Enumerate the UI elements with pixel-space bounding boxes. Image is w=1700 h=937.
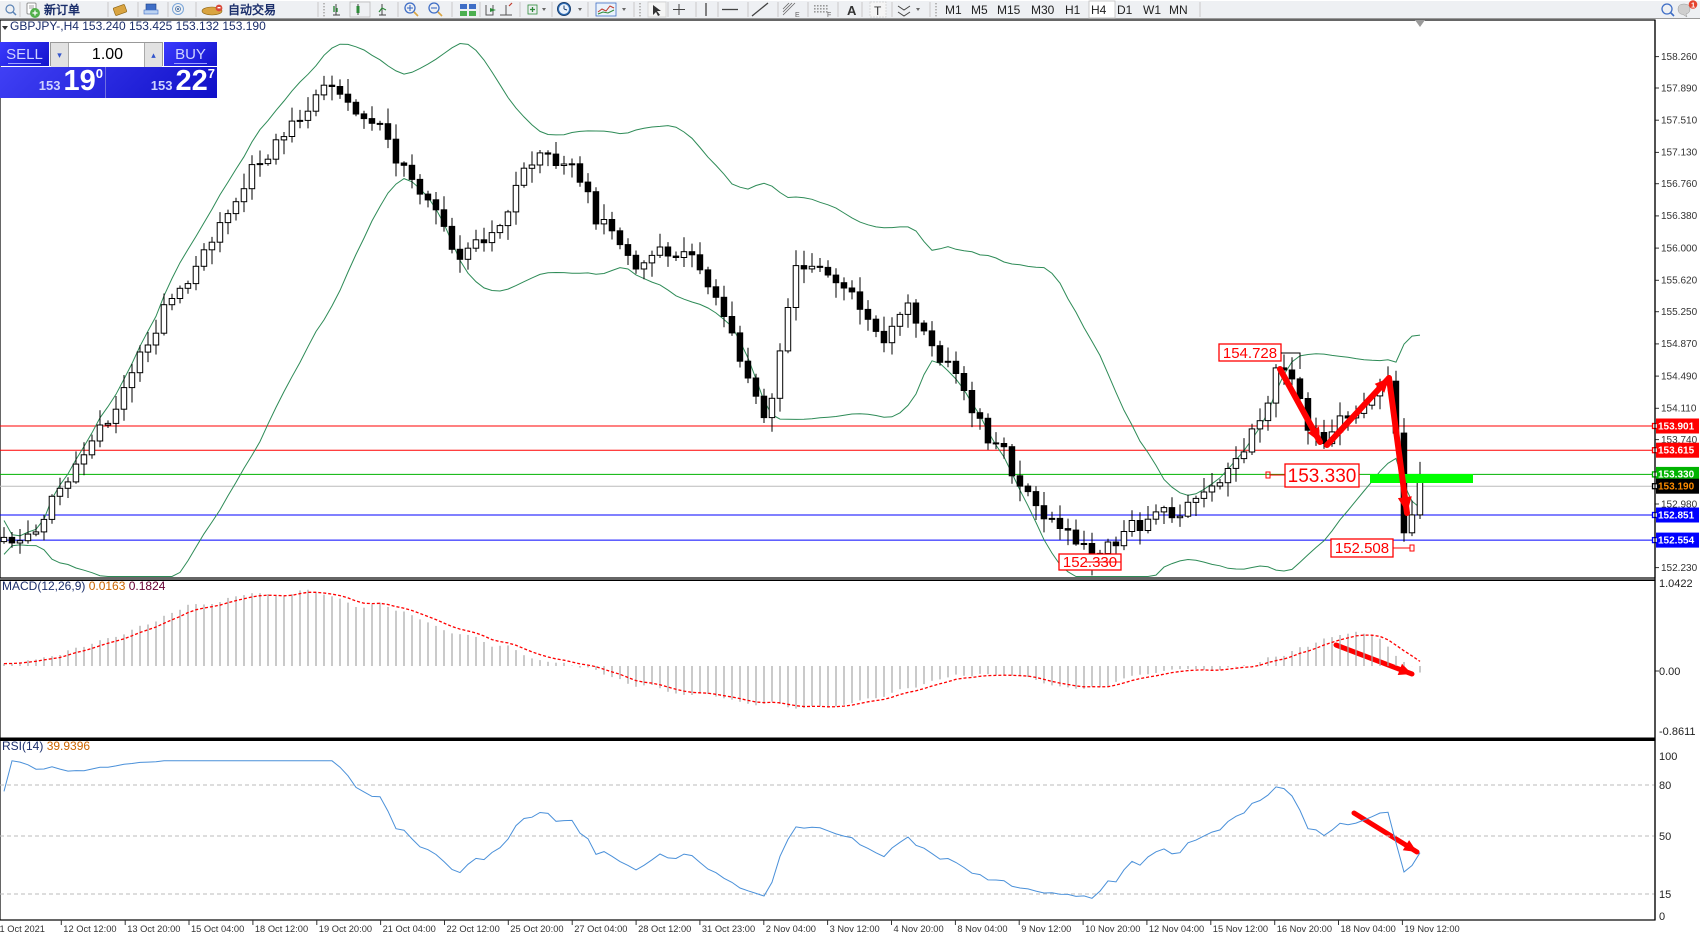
svg-text:27 Oct 04:00: 27 Oct 04:00 bbox=[574, 924, 627, 934]
svg-text:MACD(12,26,9) 0.0163 0.1824: MACD(12,26,9) 0.0163 0.1824 bbox=[2, 579, 166, 593]
svg-text:158.260: 158.260 bbox=[1661, 52, 1698, 63]
svg-text:154.728: 154.728 bbox=[1223, 345, 1277, 362]
svg-text:152.554: 152.554 bbox=[1658, 535, 1695, 546]
svg-text:154.490: 154.490 bbox=[1661, 371, 1698, 382]
svg-text:18 Nov 04:00: 18 Nov 04:00 bbox=[1341, 924, 1396, 934]
svg-text:152.851: 152.851 bbox=[1658, 510, 1695, 521]
svg-text:152.230: 152.230 bbox=[1661, 563, 1698, 574]
svg-text:2 Nov 04:00: 2 Nov 04:00 bbox=[766, 924, 816, 934]
svg-text:13 Oct 20:00: 13 Oct 20:00 bbox=[127, 924, 180, 934]
svg-text:8 Nov 04:00: 8 Nov 04:00 bbox=[957, 924, 1007, 934]
svg-text:25 Oct 20:00: 25 Oct 20:00 bbox=[510, 924, 563, 934]
svg-text:155.620: 155.620 bbox=[1661, 276, 1698, 287]
svg-text:-0.8611: -0.8611 bbox=[1659, 726, 1696, 738]
svg-text:22 Oct 12:00: 22 Oct 12:00 bbox=[447, 924, 500, 934]
svg-text:156.380: 156.380 bbox=[1661, 211, 1698, 222]
svg-text:21 Oct 04:00: 21 Oct 04:00 bbox=[383, 924, 436, 934]
svg-text:15 Nov 12:00: 15 Nov 12:00 bbox=[1213, 924, 1268, 934]
svg-text:31 Oct 23:00: 31 Oct 23:00 bbox=[702, 924, 755, 934]
svg-text:1.0422: 1.0422 bbox=[1659, 578, 1693, 590]
svg-text:157.130: 157.130 bbox=[1661, 148, 1698, 159]
svg-text:9 Nov 12:00: 9 Nov 12:00 bbox=[1021, 924, 1071, 934]
svg-text:157.890: 157.890 bbox=[1661, 83, 1698, 94]
svg-text:4 Nov 20:00: 4 Nov 20:00 bbox=[894, 924, 944, 934]
svg-text:156.760: 156.760 bbox=[1661, 179, 1698, 190]
svg-text:15 Oct 04:00: 15 Oct 04:00 bbox=[191, 924, 244, 934]
svg-text:3 Nov 12:00: 3 Nov 12:00 bbox=[830, 924, 880, 934]
svg-text:156.000: 156.000 bbox=[1661, 243, 1698, 254]
svg-text:152.508: 152.508 bbox=[1335, 540, 1389, 557]
svg-text:154.870: 154.870 bbox=[1661, 339, 1698, 350]
svg-text:100: 100 bbox=[1659, 751, 1677, 763]
svg-text:16 Nov 20:00: 16 Nov 20:00 bbox=[1277, 924, 1332, 934]
svg-text:19 Oct 20:00: 19 Oct 20:00 bbox=[319, 924, 372, 934]
svg-text:15: 15 bbox=[1659, 889, 1671, 901]
svg-text:153.901: 153.901 bbox=[1658, 421, 1695, 432]
svg-text:0: 0 bbox=[1659, 911, 1665, 923]
svg-text:80: 80 bbox=[1659, 780, 1671, 792]
svg-text:0.00: 0.00 bbox=[1659, 666, 1680, 678]
svg-text:12 Oct 12:00: 12 Oct 12:00 bbox=[63, 924, 116, 934]
svg-text:154.110: 154.110 bbox=[1661, 404, 1697, 415]
svg-text:153.190: 153.190 bbox=[1658, 482, 1695, 493]
svg-text:153.330: 153.330 bbox=[1288, 466, 1357, 487]
svg-text:157.510: 157.510 bbox=[1661, 116, 1698, 127]
svg-text:153.615: 153.615 bbox=[1658, 446, 1695, 457]
svg-text:28 Oct 12:00: 28 Oct 12:00 bbox=[638, 924, 691, 934]
svg-text:18 Oct 12:00: 18 Oct 12:00 bbox=[255, 924, 308, 934]
svg-text:1 Oct 2021: 1 Oct 2021 bbox=[0, 924, 45, 934]
svg-text:50: 50 bbox=[1659, 831, 1671, 843]
svg-text:19 Nov 12:00: 19 Nov 12:00 bbox=[1404, 924, 1459, 934]
svg-text:GBPJPY-,H4 153.240 153.425 15: GBPJPY-,H4 153.240 153.425 153.132 153.1… bbox=[10, 19, 266, 33]
svg-text:152.330: 152.330 bbox=[1063, 554, 1117, 571]
svg-text:10 Nov 20:00: 10 Nov 20:00 bbox=[1085, 924, 1140, 934]
svg-text:RSI(14) 39.9396: RSI(14) 39.9396 bbox=[2, 739, 90, 753]
svg-text:12 Nov 04:00: 12 Nov 04:00 bbox=[1149, 924, 1204, 934]
svg-text:155.250: 155.250 bbox=[1661, 307, 1698, 318]
